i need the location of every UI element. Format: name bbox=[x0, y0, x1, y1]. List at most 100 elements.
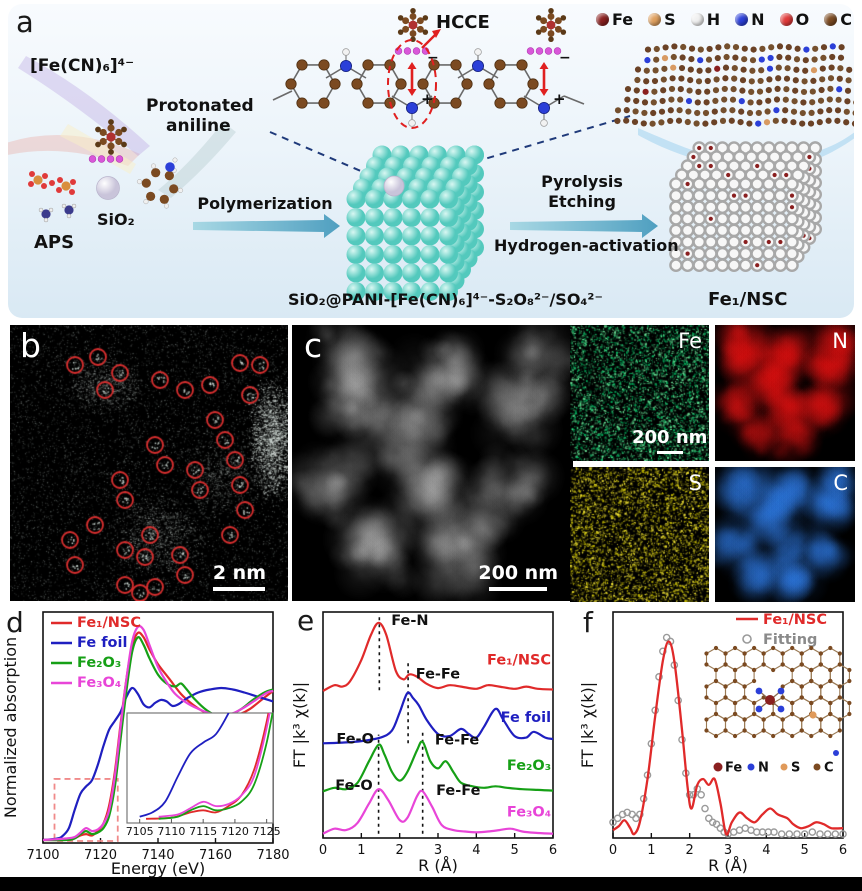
atom-dot-c bbox=[824, 13, 838, 26]
stem-image bbox=[10, 325, 288, 601]
svg-text:S: S bbox=[791, 761, 800, 776]
panel-label-a: a bbox=[16, 5, 34, 39]
label-hcce: HCCE bbox=[436, 12, 490, 33]
panel-label-b: b bbox=[20, 326, 41, 365]
atom-legend-item-o: O bbox=[779, 10, 809, 29]
svg-text:+: + bbox=[421, 90, 434, 108]
svg-text:7100: 7100 bbox=[26, 848, 59, 863]
label-aps: APS bbox=[34, 232, 75, 253]
svg-text:Fitting: Fitting bbox=[763, 632, 817, 648]
panel-label-e: e bbox=[297, 604, 315, 637]
svg-text:4: 4 bbox=[472, 843, 480, 858]
label-product: Fe₁/NSC bbox=[708, 289, 788, 310]
svg-text:7125: 7125 bbox=[253, 825, 281, 838]
eds-c-image bbox=[715, 467, 855, 602]
svg-text:2: 2 bbox=[686, 843, 694, 858]
svg-text:C: C bbox=[824, 761, 834, 776]
atom-dot-s bbox=[648, 13, 662, 26]
svg-text:Fe₃O₄: Fe₃O₄ bbox=[507, 804, 551, 820]
label-sio2: SiO₂ bbox=[97, 210, 135, 229]
scale-bar-fe: 200 nm bbox=[632, 427, 707, 454]
svg-text:Fe-Fe: Fe-Fe bbox=[436, 783, 480, 799]
figure-bottom-border bbox=[0, 877, 862, 891]
svg-text:Fe: Fe bbox=[725, 761, 742, 776]
panel-b-stem-image: b 2 nm bbox=[10, 325, 288, 601]
panel-e-exafs-chart: 0 1 2 3 4 5 6 R (Å) FT |k³ χ(k)| Fe-N Fe-Fe Fe-O Fe-… bbox=[290, 604, 578, 877]
svg-text:7140: 7140 bbox=[141, 848, 174, 863]
svg-text:Fe₁/NSC: Fe₁/NSC bbox=[487, 652, 551, 668]
svg-text:Fe₂O₃: Fe₂O₃ bbox=[507, 758, 551, 774]
eds-map-c: C bbox=[715, 467, 855, 602]
scale-bar-c-text: 200 nm bbox=[478, 562, 558, 584]
svg-text:6: 6 bbox=[549, 843, 557, 858]
eds-c-label: C bbox=[833, 471, 848, 495]
svg-text:3: 3 bbox=[724, 843, 732, 858]
label-aniline: aniline bbox=[166, 116, 231, 136]
svg-text:Fe₁/NSC: Fe₁/NSC bbox=[77, 615, 141, 631]
atom-legend-item-h: H bbox=[690, 10, 720, 29]
svg-text:Energy (eV): Energy (eV) bbox=[111, 859, 205, 877]
fitting-plot: 0 1 2 3 4 5 6 R (Å) FT |k³ χ(k)| Fe₁/NSC Fitting Fe… bbox=[578, 611, 852, 875]
tem-image bbox=[292, 325, 573, 601]
eds-s-image bbox=[570, 467, 709, 602]
eds-map-s: S bbox=[570, 467, 709, 602]
label-etching: Etching bbox=[548, 192, 616, 211]
panel-label-c: c bbox=[304, 326, 323, 365]
label-hydrogen-activation: Hydrogen-activation bbox=[494, 236, 679, 255]
atom-legend-item-fe: Fe bbox=[596, 10, 633, 29]
svg-text:7120: 7120 bbox=[221, 825, 249, 838]
panel-a-schematic: + + − − a Fe S H N O C [Fe(CN)₆]⁴⁻ Protonated an… bbox=[8, 4, 854, 318]
svg-text:Fe₂O₃: Fe₂O₃ bbox=[77, 655, 121, 671]
panel-eds-maps: Fe 200 nm N S C bbox=[570, 325, 855, 602]
svg-text:7110: 7110 bbox=[157, 825, 185, 838]
svg-text:Fe foil: Fe foil bbox=[501, 710, 551, 726]
svg-text:R (Å): R (Å) bbox=[708, 856, 748, 875]
atom-dot-fe bbox=[596, 13, 609, 26]
svg-text:−: − bbox=[427, 50, 439, 66]
svg-text:Fe₁/NSC: Fe₁/NSC bbox=[763, 612, 827, 628]
svg-text:Normalized absorption: Normalized absorption bbox=[1, 637, 20, 818]
svg-text:Fe₃O₄: Fe₃O₄ bbox=[77, 675, 121, 691]
panel-d-xanes-chart: 7100 7120 7140 7160 7180 Energy (eV) Normalize… bbox=[0, 607, 292, 879]
eds-map-fe: Fe 200 nm bbox=[570, 325, 709, 461]
scale-bar-fe-text: 200 nm bbox=[632, 427, 708, 448]
atom-legend: Fe S H N O C bbox=[596, 10, 852, 29]
eds-n-image bbox=[715, 325, 855, 461]
label-ferricyanide: [Fe(CN)₆]⁴⁻ bbox=[30, 56, 135, 76]
atom-dot-n bbox=[735, 13, 749, 26]
panel-label-f: f bbox=[583, 606, 593, 639]
svg-text:Fe-Fe: Fe-Fe bbox=[435, 733, 479, 749]
eds-s-label: S bbox=[688, 471, 702, 495]
atom-legend-item-c: C bbox=[824, 10, 852, 29]
svg-text:R (Å): R (Å) bbox=[418, 856, 458, 875]
svg-text:0: 0 bbox=[609, 843, 617, 858]
exafs-plot: 0 1 2 3 4 5 6 R (Å) FT |k³ χ(k)| Fe-N Fe-Fe Fe-O Fe-… bbox=[290, 611, 557, 875]
svg-text:FT |k³ χ(k)|: FT |k³ χ(k)| bbox=[292, 682, 309, 768]
label-protonated: Protonated bbox=[146, 96, 254, 116]
scale-bar-fe-line bbox=[656, 451, 683, 454]
svg-text:1: 1 bbox=[357, 843, 365, 858]
scale-bar-b-line bbox=[213, 587, 266, 591]
label-polymerization: Polymerization bbox=[197, 194, 333, 213]
svg-text:FT |k³ χ(k)|: FT |k³ χ(k)| bbox=[578, 682, 597, 768]
svg-text:Fe-O: Fe-O bbox=[335, 778, 373, 794]
svg-text:4: 4 bbox=[762, 843, 770, 858]
xanes-plot: 7100 7120 7140 7160 7180 Energy (eV) Normalize… bbox=[1, 611, 290, 878]
svg-text:5: 5 bbox=[801, 843, 809, 858]
scheme-art: + + − − bbox=[8, 7, 854, 301]
svg-text:7105: 7105 bbox=[126, 825, 154, 838]
eds-fe-label: Fe bbox=[678, 329, 702, 353]
svg-text:7180: 7180 bbox=[256, 848, 289, 863]
svg-text:3: 3 bbox=[434, 843, 442, 858]
label-intermediate: SiO₂@PANI-[Fe(CN)₆]⁴⁻-S₂O₈²⁻/SO₄²⁻ bbox=[288, 290, 603, 309]
svg-text:Fe-N: Fe-N bbox=[391, 613, 428, 629]
svg-text:N: N bbox=[758, 761, 769, 776]
svg-text:5: 5 bbox=[511, 843, 519, 858]
eds-n-label: N bbox=[832, 329, 848, 353]
label-pyrolysis: Pyrolysis bbox=[541, 172, 623, 191]
svg-text:−: − bbox=[559, 50, 571, 66]
atom-legend-item-s: S bbox=[648, 10, 676, 29]
svg-text:7160: 7160 bbox=[199, 848, 232, 863]
scale-bar-b-text: 2 nm bbox=[212, 562, 266, 584]
panel-f-fitting-chart: 0 1 2 3 4 5 6 R (Å) FT |k³ χ(k)| Fe₁/NSC Fitting Fe… bbox=[578, 607, 862, 877]
